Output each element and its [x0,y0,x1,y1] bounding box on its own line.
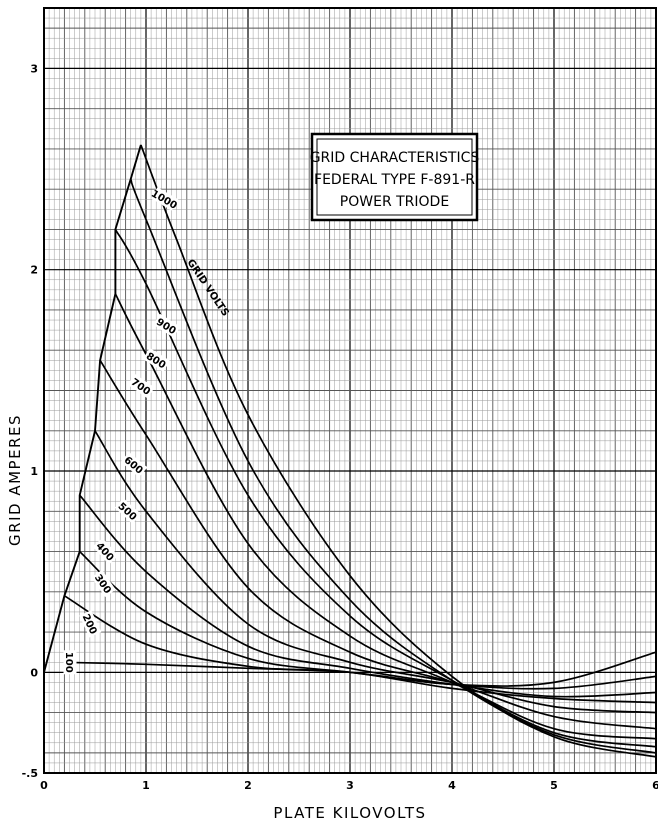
curve-label-background [120,451,148,478]
curve-label-background [79,610,102,638]
y-tick-label: 2 [30,264,38,277]
curve-label-background [142,348,171,372]
curve-label-background [127,373,155,399]
y-tick-label: 3 [30,62,38,75]
x-tick-label: 5 [550,779,558,792]
series-line-900 [129,178,657,754]
x-tick-labels: 0 1 2 3 4 5 6 [40,779,658,792]
title-line-3: POWER TRIODE [340,194,449,210]
curve-label-background [153,313,181,338]
series-line-600 [99,359,657,730]
y-tick-label: 0 [30,666,38,679]
series-line-300 [79,550,657,690]
curve-label-background [91,569,116,598]
x-tick-label: 3 [346,779,354,792]
plot-frame [43,7,657,774]
x-tick-label: 1 [142,779,150,792]
x-axis-label: PLATE KILOVOLTS [273,804,426,822]
y-tick-label: -.5 [22,767,38,780]
curve-label-100: 100 [63,652,74,673]
y-tick-labels: -.5 0 1 2 3 [22,62,39,780]
series-line-1000 [140,144,657,758]
series-line-800 [114,228,657,748]
curve-label-background [63,650,77,675]
title-box: GRID CHARACTERISTICS FEDERAL TYPE F-891-… [310,132,480,222]
y-tick-label: 1 [30,465,38,478]
x-tick-label: 6 [652,779,658,792]
x-tick-label: 4 [448,779,456,792]
peak-envelope-line [43,144,142,673]
curve-label-background [92,537,119,565]
series-layer [43,144,657,758]
series-line-500 [94,430,657,714]
title-line-1: GRID CHARACTERISTICS [310,150,480,166]
series-line-400 [79,494,657,698]
y-axis-label: GRID AMPERES [6,414,24,546]
title-line-2: FEDERAL TYPE F-891-R [314,172,475,188]
series-line-700 [114,293,657,740]
curve-label-background [114,498,142,524]
x-tick-label: 0 [40,779,48,792]
x-tick-label: 2 [244,779,252,792]
curve-label-background [150,187,179,211]
